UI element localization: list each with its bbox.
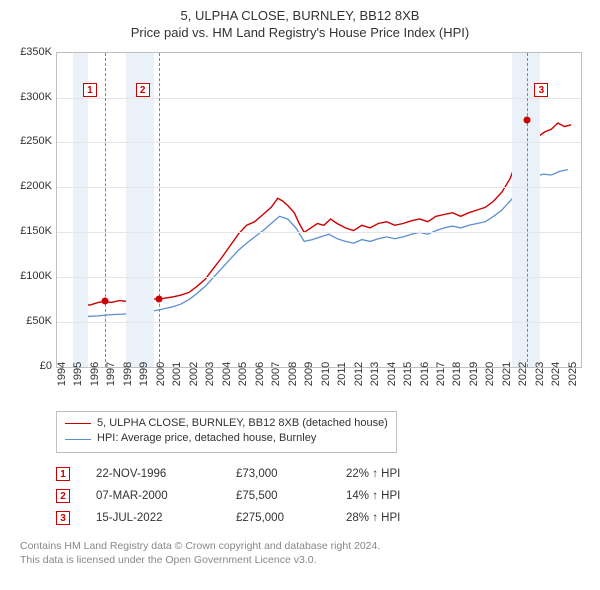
sale-diff: 22% ↑ HPI (346, 468, 476, 480)
legend-swatch (65, 439, 91, 440)
legend-label: HPI: Average price, detached house, Burn… (97, 431, 316, 446)
sale-price: £73,000 (236, 468, 346, 480)
x-tick-label: 2006 (254, 362, 266, 386)
sale-dot (155, 296, 162, 303)
sale-date: 07-MAR-2000 (96, 490, 236, 502)
x-tick-label: 2020 (484, 362, 496, 386)
sale-diff: 14% ↑ HPI (346, 490, 476, 502)
legend-item: HPI: Average price, detached house, Burn… (65, 431, 388, 446)
x-tick-label: 2009 (303, 362, 315, 386)
title-line-2: Price paid vs. HM Land Registry's House … (131, 25, 469, 40)
sale-marker: 2 (56, 489, 70, 503)
sale-row: 1 22-NOV-1996£73,00022% ↑ HPI (56, 463, 590, 485)
x-tick-label: 2007 (270, 362, 282, 386)
shaded-band (126, 53, 154, 367)
x-tick-label: 1994 (56, 362, 68, 386)
chart-area: £0 £50K £100K £150K £200K £250K £300K £350K 1 2 3… (10, 48, 590, 413)
shaded-band (512, 53, 540, 367)
y-tick-label: £300K (10, 91, 52, 103)
sale-price: £75,500 (236, 490, 346, 502)
chart-title: 5, ULPHA CLOSE, BURNLEY, BB12 8XB Price … (10, 8, 590, 42)
y-tick-label: £100K (10, 270, 52, 282)
sale-dot (524, 117, 531, 124)
x-tick-label: 1998 (122, 362, 134, 386)
x-tick-label: 2003 (204, 362, 216, 386)
x-tick-label: 2023 (534, 362, 546, 386)
y-tick-label: £200K (10, 180, 52, 192)
x-tick-label: 1996 (89, 362, 101, 386)
footer-line-1: Contains HM Land Registry data © Crown c… (20, 540, 380, 552)
sale-date-line (105, 53, 106, 367)
x-tick-label: 2016 (419, 362, 431, 386)
x-tick-label: 1997 (105, 362, 117, 386)
sale-date-line (159, 53, 160, 367)
sale-marker: 1 (83, 83, 97, 97)
sale-marker: 3 (534, 83, 548, 97)
x-tick-label: 2011 (336, 362, 348, 386)
x-tick-label: 2024 (550, 362, 562, 386)
plot-region: 1 2 3 (56, 52, 582, 368)
y-tick-label: £250K (10, 135, 52, 147)
sale-date: 15-JUL-2022 (96, 512, 236, 524)
x-tick-label: 2013 (369, 362, 381, 386)
sale-date-line (527, 53, 528, 367)
x-tick-label: 2017 (435, 362, 447, 386)
x-tick-label: 2018 (451, 362, 463, 386)
sale-price: £275,000 (236, 512, 346, 524)
footer-attribution: Contains HM Land Registry data © Crown c… (20, 539, 590, 567)
x-tick-label: 1999 (138, 362, 150, 386)
sale-row: 2 07-MAR-2000£75,50014% ↑ HPI (56, 485, 590, 507)
x-tick-label: 2012 (353, 362, 365, 386)
x-tick-label: 2004 (221, 362, 233, 386)
footer-line-2: This data is licensed under the Open Gov… (20, 554, 317, 566)
x-tick-label: 2021 (501, 362, 513, 386)
x-tick-label: 2015 (402, 362, 414, 386)
legend-label: 5, ULPHA CLOSE, BURNLEY, BB12 8XB (detac… (97, 416, 388, 431)
x-tick-label: 2005 (237, 362, 249, 386)
legend: 5, ULPHA CLOSE, BURNLEY, BB12 8XB (detac… (56, 411, 397, 453)
page: 5, ULPHA CLOSE, BURNLEY, BB12 8XB Price … (0, 0, 600, 590)
sales-table: 1 22-NOV-1996£73,00022% ↑ HPI 2 07-MAR-2000… (56, 463, 590, 529)
y-tick-label: £0 (10, 360, 52, 372)
sale-marker: 1 (56, 467, 70, 481)
title-line-1: 5, ULPHA CLOSE, BURNLEY, BB12 8XB (181, 8, 420, 23)
legend-item: 5, ULPHA CLOSE, BURNLEY, BB12 8XB (detac… (65, 416, 388, 431)
sale-dot (101, 298, 108, 305)
sale-diff: 28% ↑ HPI (346, 512, 476, 524)
x-tick-label: 1995 (72, 362, 84, 386)
x-tick-label: 2019 (468, 362, 480, 386)
x-tick-label: 2010 (320, 362, 332, 386)
y-tick-label: £350K (10, 46, 52, 58)
x-tick-label: 2014 (386, 362, 398, 386)
sale-row: 3 15-JUL-2022£275,00028% ↑ HPI (56, 507, 590, 529)
x-tick-label: 2008 (287, 362, 299, 386)
legend-swatch (65, 423, 91, 424)
x-tick-label: 2002 (188, 362, 200, 386)
x-tick-label: 2022 (517, 362, 529, 386)
shaded-band (73, 53, 88, 367)
sale-marker: 2 (136, 83, 150, 97)
x-tick-label: 2025 (567, 362, 579, 386)
x-tick-label: 2000 (155, 362, 167, 386)
y-tick-label: £150K (10, 225, 52, 237)
sale-date: 22-NOV-1996 (96, 468, 236, 480)
x-tick-label: 2001 (171, 362, 183, 386)
sale-marker: 3 (56, 511, 70, 525)
y-tick-label: £50K (10, 315, 52, 327)
